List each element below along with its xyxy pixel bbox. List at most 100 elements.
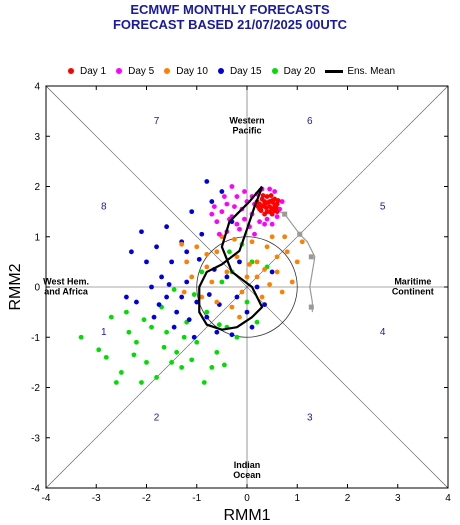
- phase-number-1: 1: [101, 327, 107, 338]
- point-day-5: [267, 186, 273, 192]
- point-day-15: [166, 282, 172, 287]
- point-day-1: [268, 193, 274, 198]
- point-day-15: [139, 229, 144, 235]
- point-day-10: [262, 267, 267, 272]
- legend-label-day20: Day 20: [283, 65, 316, 77]
- point-day-10: [224, 269, 230, 275]
- point-day-10: [189, 274, 195, 280]
- y-tick-label: -1: [31, 333, 40, 344]
- point-day-15: [186, 317, 192, 323]
- point-day-10: [299, 239, 305, 245]
- point-day-5: [257, 219, 262, 225]
- point-day-1: [262, 199, 267, 204]
- point-day-5: [237, 226, 242, 232]
- point-day-15: [199, 231, 205, 237]
- point-day-5: [279, 199, 285, 204]
- point-day-5: [272, 189, 278, 194]
- point-day-10: [254, 259, 260, 265]
- point-day-20: [194, 339, 200, 345]
- point-day-15: [179, 294, 185, 300]
- y-tick-label: 4: [34, 82, 40, 93]
- region-label: Ocean: [233, 470, 261, 480]
- region-label: Pacific: [232, 126, 261, 136]
- point-day-10: [199, 294, 205, 300]
- point-day-20: [191, 292, 197, 297]
- point-day-15: [151, 314, 157, 320]
- y-tick-label: 0: [34, 283, 40, 294]
- point-day-15: [224, 274, 230, 280]
- point-day-5: [219, 209, 225, 215]
- point-day-20: [139, 380, 144, 385]
- point-day-20: [141, 317, 147, 323]
- point-day-10: [234, 254, 240, 260]
- analysis-marker: [297, 231, 303, 237]
- ens-mean-line: [198, 185, 264, 331]
- point-day-15: [249, 324, 255, 330]
- point-day-15: [206, 292, 212, 297]
- point-day-5: [216, 231, 222, 237]
- point-day-10: [254, 274, 260, 280]
- point-day-5: [274, 214, 280, 220]
- point-day-20: [179, 365, 185, 370]
- legend-item-day1: Day 1: [68, 66, 106, 77]
- point-day-5: [232, 204, 237, 210]
- point-day-20: [134, 339, 139, 345]
- point-day-15: [159, 274, 164, 280]
- point-day-20: [78, 334, 84, 340]
- point-day-10: [269, 234, 275, 240]
- region-label: Maritime: [394, 276, 431, 286]
- point-day-10: [181, 289, 187, 295]
- point-day-15: [204, 314, 210, 320]
- analysis-path: [274, 208, 316, 313]
- point-day-15: [156, 302, 162, 307]
- point-day-20: [174, 349, 180, 355]
- analysis-marker: [308, 304, 314, 310]
- point-day-20: [161, 344, 167, 350]
- legend-marker-day1: [68, 68, 74, 74]
- legend-item-day20: Day 20: [271, 65, 316, 77]
- point-day-15: [144, 259, 149, 265]
- point-day-20: [124, 309, 129, 315]
- point-day-15: [184, 279, 190, 285]
- phase-number-8: 8: [101, 202, 107, 213]
- point-day-5: [242, 216, 247, 222]
- point-day-15: [189, 209, 195, 215]
- point-day-15: [196, 256, 202, 262]
- point-day-1: [267, 209, 273, 215]
- point-day-20: [219, 279, 225, 285]
- point-day-5: [252, 231, 257, 237]
- point-day-15: [229, 332, 235, 338]
- point-day-15: [194, 299, 200, 305]
- phase-number-5: 5: [380, 202, 386, 213]
- point-day-1: [255, 204, 261, 210]
- point-day-20: [199, 269, 205, 275]
- point-day-10: [279, 289, 285, 295]
- point-day-15: [134, 299, 139, 305]
- phase-number-7: 7: [154, 116, 160, 127]
- chart-title-line2: FORECAST BASED 21/07/2025 00UTC: [112, 17, 348, 32]
- point-day-10: [294, 259, 300, 265]
- point-day-1: [264, 194, 270, 199]
- point-day-20: [204, 309, 210, 315]
- point-day-20: [221, 362, 227, 368]
- point-day-20: [103, 354, 109, 360]
- point-day-20: [126, 329, 132, 335]
- legend-item-day5: Day 5: [116, 66, 154, 77]
- point-day-20: [209, 365, 215, 370]
- x-tick-label: -3: [92, 493, 101, 504]
- point-day-10: [244, 274, 250, 280]
- point-day-20: [131, 352, 137, 358]
- unit-circle: [196, 236, 298, 338]
- point-day-15: [237, 259, 242, 265]
- point-day-15: [214, 329, 220, 335]
- point-day-5: [211, 204, 217, 210]
- point-day-10: [282, 234, 288, 240]
- point-day-15: [244, 309, 250, 315]
- x-tick-label: 4: [445, 493, 451, 504]
- point-day-1: [260, 193, 266, 198]
- point-day-20: [144, 359, 149, 365]
- point-day-10: [249, 239, 255, 245]
- point-day-20: [216, 322, 222, 328]
- point-day-15: [204, 179, 210, 184]
